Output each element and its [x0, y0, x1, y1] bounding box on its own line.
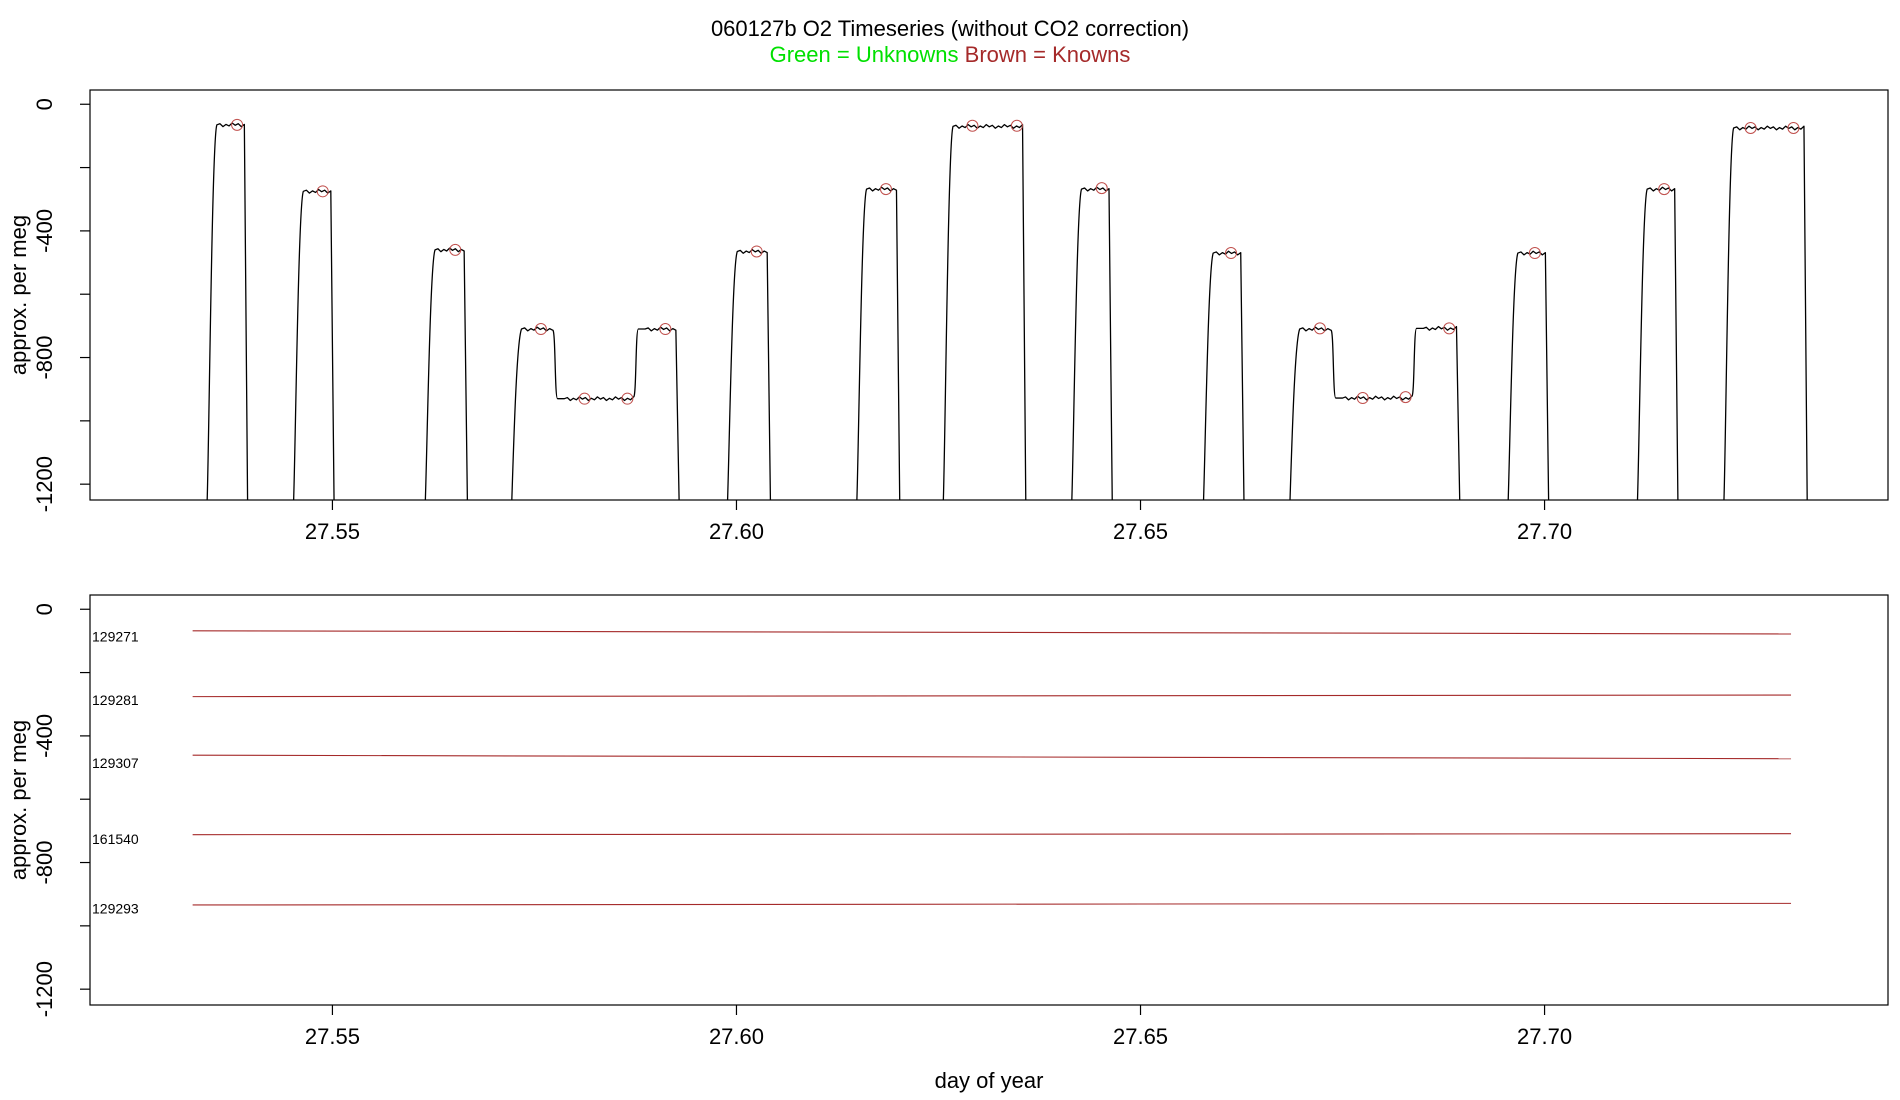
known-marker — [1787, 121, 1800, 134]
known-marker — [966, 119, 979, 132]
known-series-label: 129271 — [92, 628, 139, 644]
y-tick-label: 0 — [32, 603, 57, 615]
o2-trace-segment — [1636, 186, 1679, 501]
o2-trace-segment — [511, 326, 680, 501]
y-tick-label: -800 — [32, 841, 57, 885]
y-axis-label: approx. per meg — [6, 720, 31, 880]
x-tick-label: 27.70 — [1517, 1024, 1572, 1049]
o2-trace-segment — [942, 123, 1027, 501]
known-marker — [1095, 182, 1108, 195]
known-marker — [1399, 391, 1412, 404]
o2-trace-segment — [424, 247, 469, 501]
x-tick-label: 27.60 — [709, 519, 764, 544]
x-tick-label: 27.70 — [1517, 519, 1572, 544]
bottom-panel: 27.55 27.60 27.65 27.70 0 -400 -800 -1200 approx… — [6, 594, 1889, 1093]
y-axis-label: approx. per meg — [6, 215, 31, 375]
known-series-line — [192, 902, 1792, 906]
o2-trace-segment — [1071, 186, 1113, 501]
chart-title: 060127b O2 Timeseries (without CO2 corre… — [711, 16, 1189, 41]
known-marker — [659, 323, 672, 336]
known-series-line — [192, 694, 1792, 698]
known-marker — [578, 392, 591, 405]
y-tick-label: 0 — [32, 98, 57, 110]
known-marker — [621, 392, 634, 405]
x-tick-label: 27.65 — [1113, 519, 1168, 544]
x-tick-label: 27.55 — [305, 1024, 360, 1049]
top-panel: 27.55 27.60 27.65 27.70 0 -400 -800 -1200 approx… — [6, 89, 1889, 544]
subtitle-unknowns: Green = Unknowns — [770, 42, 959, 67]
known-series-line — [192, 630, 1792, 635]
known-marker — [879, 183, 892, 196]
o2-trace-segment — [726, 249, 772, 501]
known-marker — [1313, 322, 1326, 335]
known-marker — [1225, 247, 1238, 260]
o2-trace-segment — [292, 188, 335, 501]
subtitle-line: Green = Unknowns Brown = Knowns — [770, 42, 1131, 67]
known-series-label: 161540 — [92, 831, 139, 847]
x-tick-label: 27.65 — [1113, 1024, 1168, 1049]
known-series-line — [192, 833, 1792, 836]
known-marker — [449, 243, 462, 256]
o2-trace-segment — [1723, 125, 1808, 501]
known-marker — [1010, 119, 1023, 132]
x-tick-label: 27.55 — [305, 519, 360, 544]
known-marker — [316, 185, 329, 198]
known-marker — [750, 245, 763, 258]
y-tick-label: -800 — [32, 336, 57, 380]
known-marker — [534, 323, 547, 336]
known-marker — [1658, 183, 1671, 196]
plot-frame — [89, 594, 1889, 1006]
known-series-label: 129307 — [92, 755, 139, 771]
known-series-label: 129293 — [92, 901, 139, 917]
known-marker — [1443, 322, 1456, 335]
y-tick-label: -400 — [32, 714, 57, 758]
subtitle-knowns: Brown = Knowns — [965, 42, 1131, 67]
o2-trace-segment — [1202, 250, 1245, 501]
y-tick-label: -1200 — [32, 456, 57, 512]
known-marker — [231, 118, 244, 131]
known-marker — [1744, 121, 1757, 134]
plot-frame — [89, 89, 1889, 501]
known-marker — [1356, 392, 1369, 405]
o2-trace-segment — [1507, 250, 1550, 501]
known-marker — [1528, 247, 1541, 260]
x-axis-label: day of year — [935, 1068, 1044, 1093]
o2-trace-segment — [206, 122, 249, 501]
o2-trace-segment — [856, 186, 901, 501]
y-tick-label: -400 — [32, 209, 57, 253]
known-series-label: 129281 — [92, 692, 139, 708]
x-tick-label: 27.60 — [709, 1024, 764, 1049]
y-tick-label: -1200 — [32, 961, 57, 1017]
known-series-line — [192, 754, 1792, 760]
o2-trace-segment — [1289, 325, 1461, 501]
